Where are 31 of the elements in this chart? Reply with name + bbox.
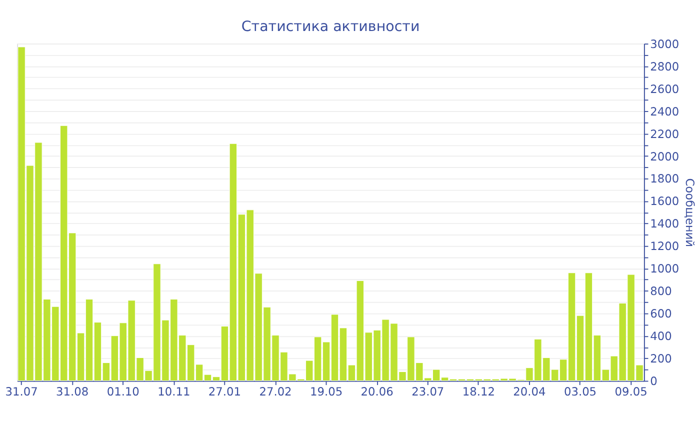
y-tick-label: 2000 xyxy=(650,149,680,164)
y-tick-label: 2600 xyxy=(650,82,680,96)
x-tick-label: 20.06 xyxy=(360,384,394,398)
y-tick-label: 400 xyxy=(650,329,672,344)
x-tick-label: 27.01 xyxy=(208,384,241,398)
x-tick-label: 19.05 xyxy=(310,384,343,398)
x-tick-label: 18.12 xyxy=(462,384,495,398)
y-tick-label: 2200 xyxy=(650,126,680,141)
x-tick-label: 31.07 xyxy=(5,384,38,398)
chart-title: Статистика активности xyxy=(241,19,420,36)
y-axis-title: Сообщений xyxy=(682,178,697,248)
y-tick-label: 1200 xyxy=(650,239,680,254)
x-tick-label: 31.08 xyxy=(56,384,89,398)
x-tick-label: 27.02 xyxy=(259,384,292,398)
x-tick-label: 03.05 xyxy=(564,384,597,398)
y-tick-label: 0 xyxy=(650,374,658,388)
y-tick-label: 3000 xyxy=(650,36,680,51)
x-tick-label: 23.07 xyxy=(412,384,444,398)
y-tick-label: 1000 xyxy=(650,262,680,276)
x-tick-label: 20.04 xyxy=(513,384,546,398)
y-tick-label: 2800 xyxy=(650,59,680,74)
x-tick-label: 01.10 xyxy=(106,384,140,398)
y-tick-label: 200 xyxy=(650,352,672,366)
y-tick-label: 1600 xyxy=(650,194,680,208)
y-tick-label: 800 xyxy=(650,284,672,298)
x-tick-label: 10.11 xyxy=(158,384,190,398)
y-tick-label: 2400 xyxy=(650,104,680,118)
y-tick-label: 1800 xyxy=(650,172,680,186)
x-tick-label: 09.05 xyxy=(614,384,648,398)
y-tick-label: 1400 xyxy=(650,216,680,231)
y-tick-label: 600 xyxy=(650,306,672,321)
